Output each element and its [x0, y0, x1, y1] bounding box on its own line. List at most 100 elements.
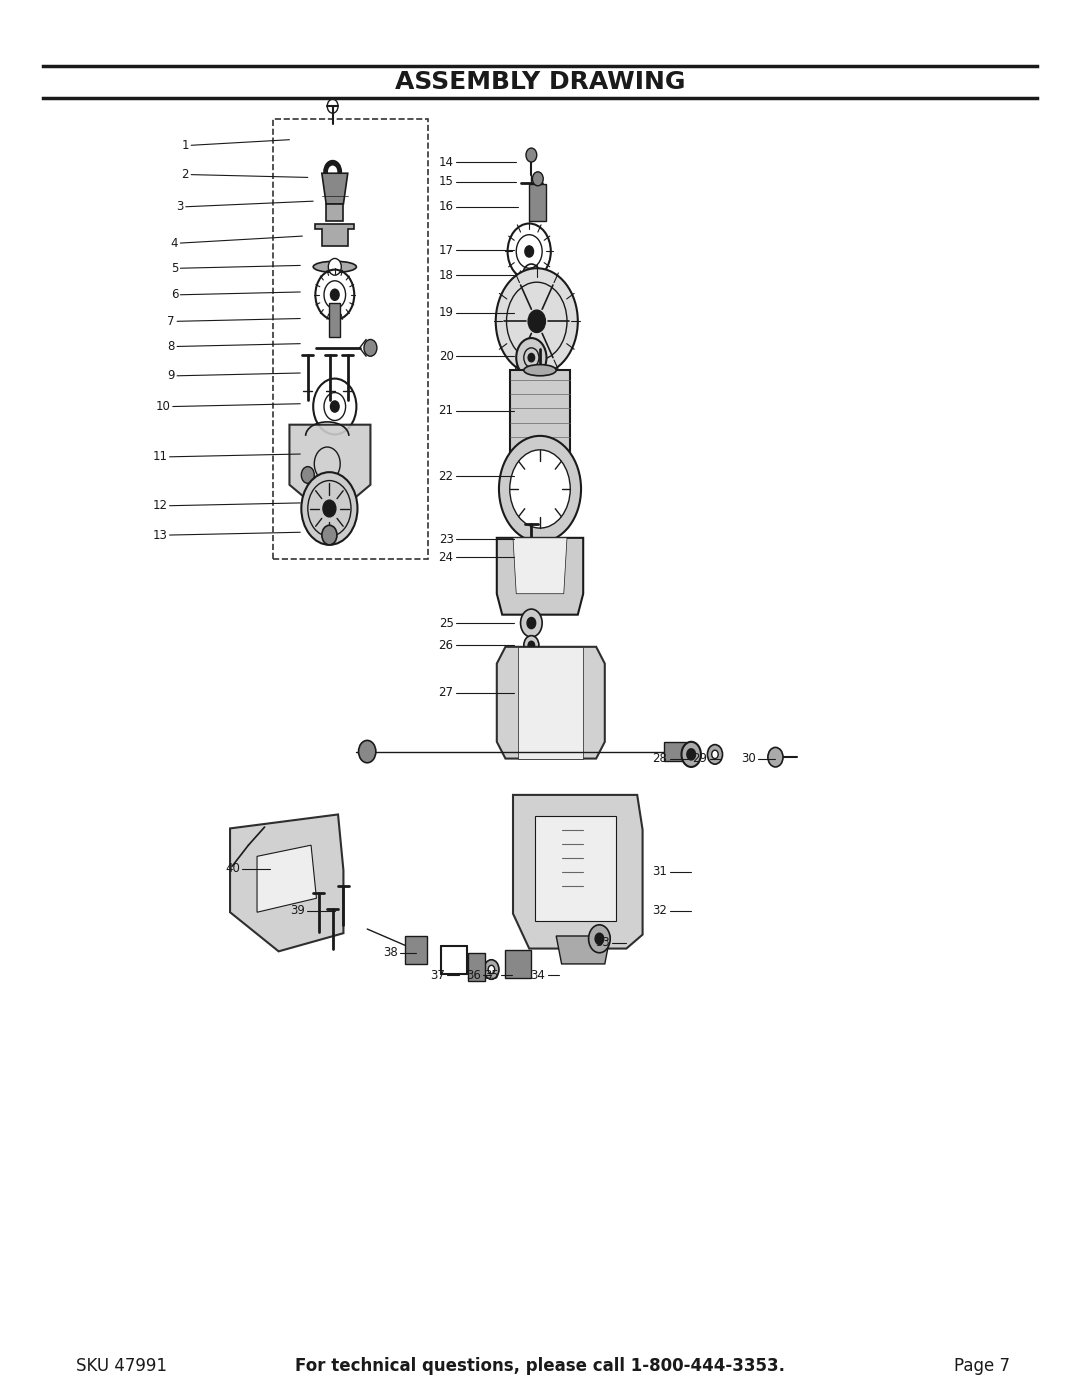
- Text: 16: 16: [438, 200, 454, 214]
- Text: 19: 19: [438, 306, 454, 320]
- Text: 12: 12: [152, 499, 167, 513]
- Text: 39: 39: [289, 904, 305, 918]
- Text: 37: 37: [430, 968, 445, 982]
- Circle shape: [510, 450, 570, 528]
- Text: 13: 13: [152, 528, 167, 542]
- Circle shape: [484, 960, 499, 979]
- Text: ASSEMBLY DRAWING: ASSEMBLY DRAWING: [395, 70, 685, 95]
- Text: 29: 29: [692, 752, 707, 766]
- Circle shape: [323, 500, 336, 517]
- Circle shape: [712, 750, 718, 759]
- Polygon shape: [556, 936, 610, 964]
- Text: 23: 23: [438, 532, 454, 546]
- Text: Page 7: Page 7: [954, 1358, 1010, 1375]
- Circle shape: [322, 525, 337, 545]
- Text: 6: 6: [171, 288, 178, 302]
- Circle shape: [496, 268, 578, 374]
- Text: 28: 28: [652, 752, 667, 766]
- Text: 2: 2: [181, 168, 189, 182]
- Circle shape: [488, 965, 495, 974]
- Circle shape: [324, 161, 341, 183]
- Text: 26: 26: [438, 638, 454, 652]
- Ellipse shape: [313, 261, 356, 272]
- Circle shape: [516, 338, 546, 377]
- Circle shape: [301, 472, 357, 545]
- Polygon shape: [513, 795, 643, 949]
- Circle shape: [524, 636, 539, 655]
- Polygon shape: [497, 647, 605, 759]
- Polygon shape: [405, 936, 427, 964]
- Polygon shape: [468, 953, 485, 981]
- Text: For technical questions, please call 1-800-444-3353.: For technical questions, please call 1-8…: [295, 1358, 785, 1375]
- Text: 33: 33: [595, 936, 610, 950]
- Circle shape: [589, 925, 610, 953]
- Polygon shape: [529, 184, 546, 221]
- Text: 18: 18: [438, 268, 454, 282]
- Text: 20: 20: [438, 349, 454, 363]
- Circle shape: [707, 745, 723, 764]
- Polygon shape: [510, 370, 570, 475]
- Text: 31: 31: [652, 865, 667, 879]
- Text: 36: 36: [465, 968, 481, 982]
- Circle shape: [681, 742, 701, 767]
- Text: 8: 8: [167, 339, 175, 353]
- Ellipse shape: [524, 365, 556, 376]
- Text: 7: 7: [167, 314, 175, 328]
- Polygon shape: [505, 950, 531, 978]
- Text: 34: 34: [530, 968, 545, 982]
- Bar: [273, 119, 428, 559]
- Circle shape: [528, 353, 535, 362]
- Text: 22: 22: [438, 469, 454, 483]
- Circle shape: [528, 310, 545, 332]
- Polygon shape: [513, 538, 567, 594]
- Polygon shape: [329, 303, 340, 337]
- Text: 1: 1: [181, 138, 189, 152]
- Circle shape: [521, 609, 542, 637]
- Circle shape: [532, 172, 543, 186]
- Polygon shape: [535, 816, 616, 921]
- Text: 17: 17: [438, 243, 454, 257]
- Text: 27: 27: [438, 686, 454, 700]
- Ellipse shape: [525, 469, 555, 481]
- Circle shape: [359, 740, 376, 763]
- Polygon shape: [664, 742, 686, 761]
- Circle shape: [687, 749, 696, 760]
- Text: 3: 3: [176, 200, 184, 214]
- Text: 9: 9: [167, 369, 175, 383]
- Text: 35: 35: [484, 968, 499, 982]
- Circle shape: [330, 289, 339, 300]
- Text: 15: 15: [438, 175, 454, 189]
- Polygon shape: [322, 173, 348, 204]
- Circle shape: [499, 436, 581, 542]
- Text: 40: 40: [225, 862, 240, 876]
- Circle shape: [327, 165, 338, 179]
- Text: 21: 21: [438, 404, 454, 418]
- Polygon shape: [497, 538, 583, 615]
- Polygon shape: [315, 224, 354, 246]
- Text: 10: 10: [156, 400, 171, 414]
- Circle shape: [526, 148, 537, 162]
- Polygon shape: [289, 425, 370, 503]
- Text: 38: 38: [382, 946, 397, 960]
- Circle shape: [768, 747, 783, 767]
- Circle shape: [595, 933, 604, 944]
- Circle shape: [301, 467, 314, 483]
- Text: 24: 24: [438, 550, 454, 564]
- Text: 5: 5: [171, 261, 178, 275]
- Circle shape: [528, 271, 535, 279]
- Circle shape: [527, 617, 536, 629]
- Text: 4: 4: [171, 236, 178, 250]
- Polygon shape: [230, 814, 343, 951]
- Circle shape: [528, 641, 535, 650]
- Text: 11: 11: [152, 450, 167, 464]
- Text: 14: 14: [438, 155, 454, 169]
- Polygon shape: [326, 204, 343, 221]
- Circle shape: [328, 258, 341, 275]
- Text: 25: 25: [438, 616, 454, 630]
- Text: 32: 32: [652, 904, 667, 918]
- Polygon shape: [257, 845, 316, 912]
- Circle shape: [525, 246, 534, 257]
- Text: SKU 47991: SKU 47991: [76, 1358, 166, 1375]
- Polygon shape: [518, 647, 583, 759]
- Circle shape: [364, 339, 377, 356]
